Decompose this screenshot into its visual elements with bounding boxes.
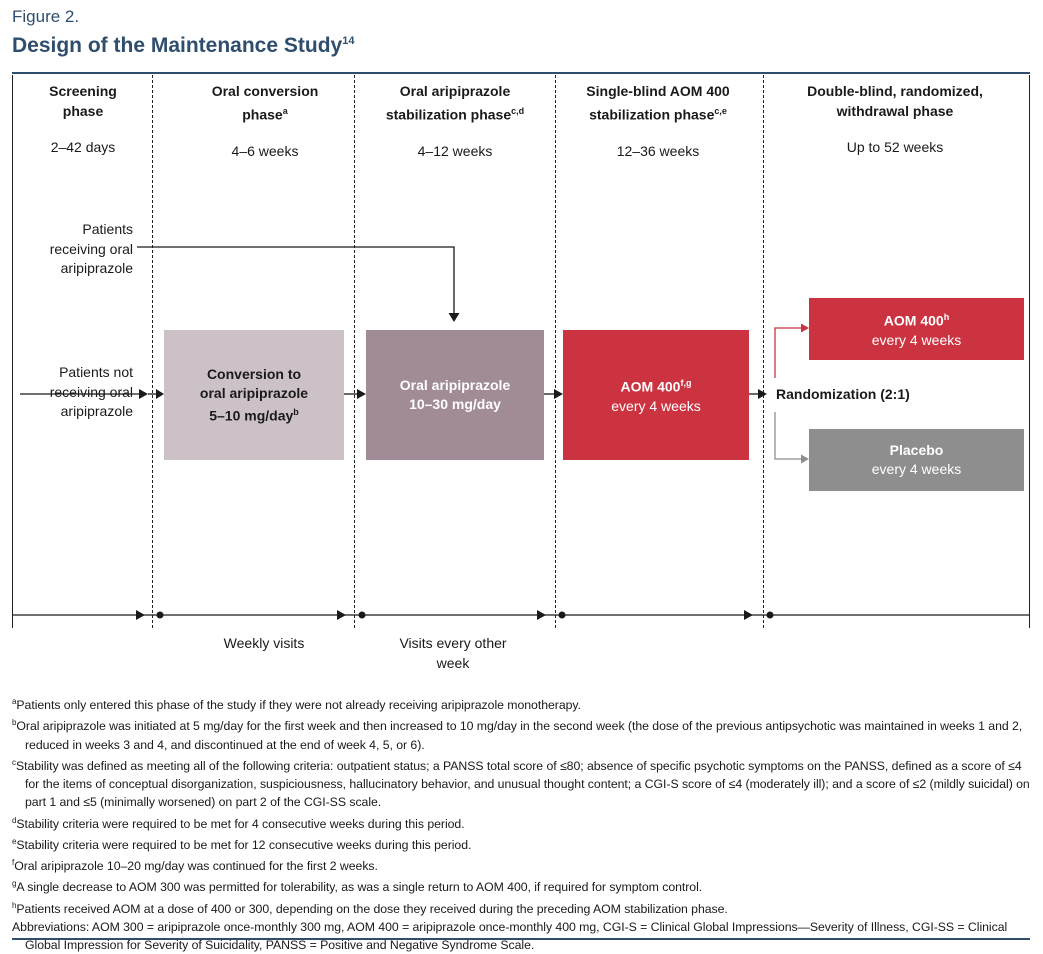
phase-divider-4	[763, 75, 764, 628]
to-conversion-arrowhead	[156, 389, 164, 399]
phase-header-screening: Screening phase 2–42 days	[49, 83, 117, 155]
aom-to-rand-arrowhead	[758, 389, 767, 399]
footnote-d: dStability criteria were required to be …	[12, 815, 465, 831]
stab-to-aom-arrowhead	[554, 389, 563, 399]
timeline-dot-3	[558, 611, 566, 619]
footnote-b: bOral aripiprazole was initiated at 5 mg…	[12, 718, 1023, 752]
phase-border-right	[1029, 75, 1030, 628]
timeline-arrowhead-4	[744, 610, 753, 620]
placebo-exit-arrowhead	[1016, 454, 1024, 464]
figure-title: Design of the Maintenance Study14	[12, 34, 355, 57]
footnotes: aPatients only entered this phase of the…	[12, 693, 1036, 954]
phase-border-left	[12, 75, 13, 628]
aom-randomized-box: AOM 400h every 4 weeks	[809, 298, 1024, 360]
bottom-rule	[12, 938, 1030, 940]
phase-header-oral-stabilization: Oral aripiprazole stabilization phasec,d…	[385, 83, 525, 159]
conversion-box: Conversion to oral aripiprazole 5–10 mg/…	[164, 330, 344, 460]
footnote-a: aPatients only entered this phase of the…	[12, 697, 581, 713]
randomization-label: Randomization (2:1)	[776, 386, 910, 402]
footnote-f: fOral aripiprazole 10–20 mg/day was cont…	[12, 858, 378, 874]
phase-header-single-blind: Single-blind AOM 400 stabilization phase…	[586, 83, 730, 159]
rand-branch-placebo-arrowhead	[801, 454, 809, 464]
abbreviations: Abbreviations: AOM 300 = aripiprazole on…	[12, 919, 1008, 953]
timeline-arrowhead-3	[537, 610, 546, 620]
footnote-g: gA single decrease to AOM 300 was permit…	[12, 879, 703, 895]
phase-header-oral-conversion: Oral conversion phasea 4–6 weeks	[211, 83, 319, 159]
timeline-arrowhead-2	[337, 610, 346, 620]
receiving-path-arrowhead	[448, 313, 460, 322]
title-reference: 14	[342, 35, 355, 47]
oral-stabilization-box: Oral aripiprazole 10–30 mg/day	[366, 330, 544, 460]
phase-divider-3	[555, 75, 556, 628]
top-rule	[12, 72, 1030, 74]
footnote-c: cStability was defined as meeting all of…	[12, 757, 1030, 810]
rand-branch-aom-line	[774, 327, 802, 378]
other-week-visits-label: Visits every other week	[399, 635, 507, 671]
phase-divider-2	[354, 75, 355, 628]
rand-branch-aom-arrowhead	[801, 323, 809, 333]
entry-arrowhead	[139, 389, 148, 399]
aom-stabilization-box: AOM 400f,g every 4 weeks	[563, 330, 749, 460]
aom-exit-arrowhead	[1016, 323, 1024, 333]
timeline-dot-2	[358, 611, 366, 619]
conversion-to-stab-arrowhead	[357, 389, 366, 399]
footnote-h: hPatients received AOM at a dose of 400 …	[12, 900, 728, 916]
timeline-dot-4	[766, 611, 774, 619]
patients-receiving-label: Patients receiving oral aripiprazole	[49, 221, 133, 276]
rand-branch-placebo-line	[774, 412, 802, 460]
figure-label: Figure 2.	[12, 7, 80, 26]
timeline-dot-1	[156, 611, 164, 619]
footnote-e: eStability criteria were required to be …	[12, 836, 472, 852]
placebo-box: Placebo every 4 weeks	[809, 429, 1024, 491]
timeline-arrowhead-1	[136, 610, 145, 620]
phase-header-double-blind: Double-blind, randomized, withdrawal pha…	[807, 83, 983, 155]
weekly-visits-label: Weekly visits	[223, 635, 305, 651]
receiving-path-line	[137, 246, 455, 314]
patients-not-receiving-label: Patients not receiving oral aripiprazole	[49, 364, 133, 419]
phase-divider-1	[152, 75, 153, 628]
